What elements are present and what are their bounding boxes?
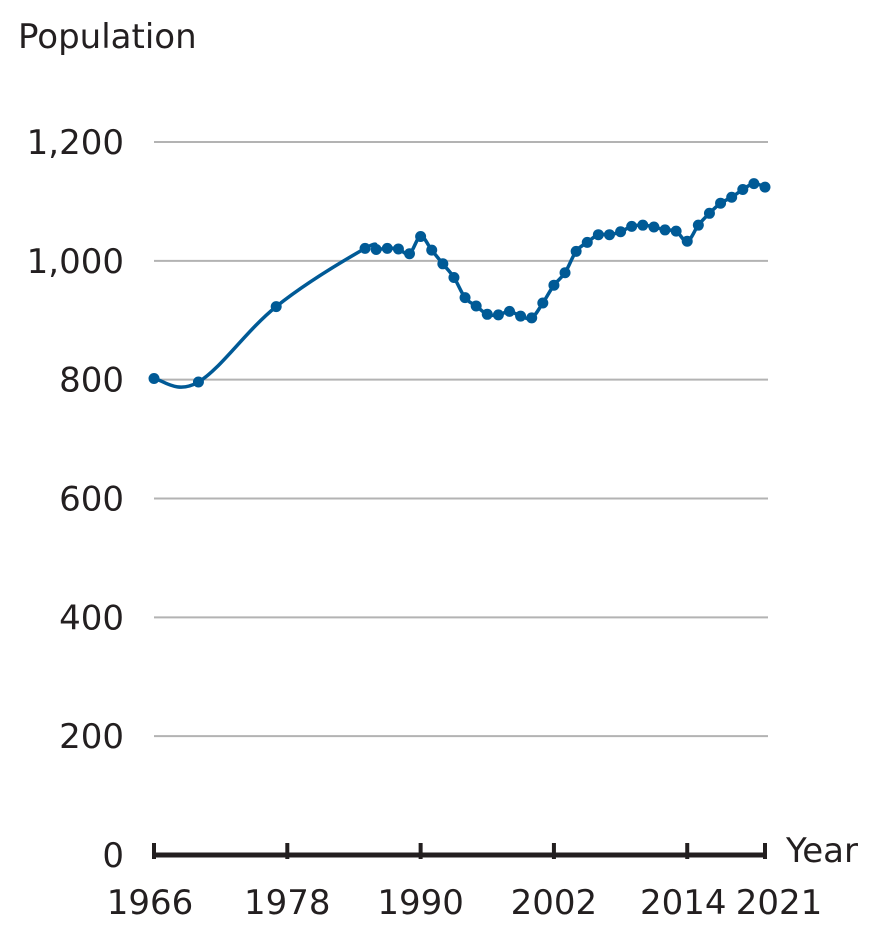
x-tick-label: 2021: [736, 883, 823, 923]
data-point: [392, 243, 404, 255]
data-point: [548, 279, 560, 291]
data-point: [404, 248, 416, 260]
data-point: [759, 181, 771, 193]
y-tick-label: 0: [102, 836, 124, 876]
y-tick-label: 200: [59, 717, 124, 757]
data-point: [726, 191, 738, 203]
data-point: [703, 207, 715, 219]
y-axis-ticks: 0 200 400 600 800 1,000 1,200: [27, 123, 124, 876]
data-point: [748, 178, 760, 190]
gridlines: [154, 141, 768, 738]
data-point: [659, 224, 671, 236]
y-tick-label: 1,000: [27, 242, 124, 282]
data-point: [370, 244, 382, 256]
y-tick-label: 1,200: [27, 123, 124, 163]
data-point: [559, 267, 571, 279]
data-point: [515, 310, 527, 322]
data-point: [681, 235, 693, 247]
x-tick-label: 1990: [377, 883, 464, 923]
data-point: [381, 242, 393, 254]
data-point: [437, 258, 449, 270]
data-point: [359, 242, 371, 254]
data-point: [503, 305, 515, 317]
data-point: [603, 229, 615, 241]
y-tick-label: 400: [59, 598, 124, 638]
data-point: [670, 225, 682, 237]
data-point: [581, 236, 593, 248]
data-point: [481, 308, 493, 320]
data-point: [692, 219, 704, 231]
data-point: [426, 244, 438, 256]
x-tick-label: 1966: [107, 883, 194, 923]
data-point: [715, 197, 727, 209]
data-point: [192, 376, 204, 388]
data-point: [459, 292, 471, 304]
y-tick-label: 800: [59, 361, 124, 401]
data-point: [492, 309, 504, 321]
data-point: [270, 301, 282, 313]
data-point: [448, 271, 460, 283]
data-point: [626, 220, 638, 232]
data-point: [415, 230, 427, 242]
y-tick-label: 600: [59, 480, 124, 520]
data-point: [526, 312, 538, 324]
data-point: [592, 229, 604, 241]
x-axis-label: Year: [785, 831, 858, 871]
data-point: [615, 226, 627, 238]
series-line: [152, 181, 767, 389]
data-point: [637, 219, 649, 231]
data-point: [537, 297, 549, 309]
data-point: [648, 221, 660, 233]
y-axis-label: Population: [18, 17, 197, 57]
data-point: [737, 184, 749, 196]
data-point: [148, 372, 160, 384]
x-axis: 1966 1978 1990 2002 2014 2021: [107, 843, 823, 923]
series-group: [148, 178, 771, 389]
x-tick-label: 2014: [640, 883, 727, 923]
x-tick-label: 1978: [244, 883, 331, 923]
x-tick-label: 2002: [511, 883, 598, 923]
data-point: [470, 300, 482, 312]
data-point: [570, 245, 582, 257]
